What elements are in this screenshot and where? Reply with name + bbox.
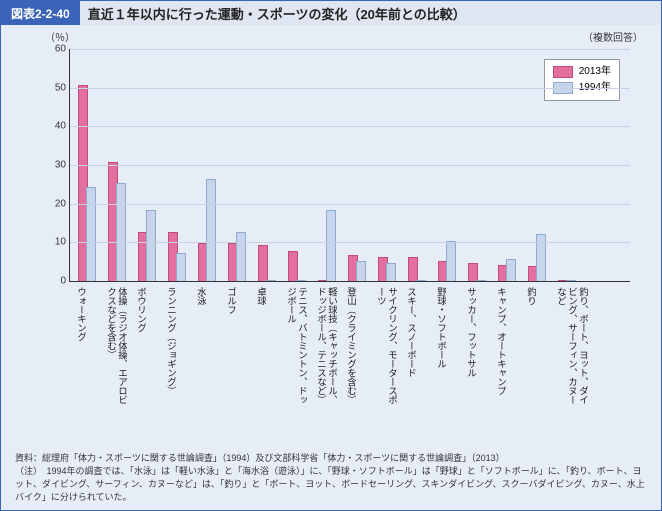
- source-line: 資料：総理府「体力・スポーツに関する世論調査」（1994）及び文部科学省「体力・…: [15, 452, 647, 465]
- gridline: [70, 49, 630, 50]
- gridline: [70, 126, 630, 127]
- bar: [446, 241, 456, 281]
- x-tick-label: テニス、バトミントン、ドッジボール: [285, 287, 307, 407]
- chart-body: （％） （複数回答） 2013年1994年 0102030405060 ウォーキ…: [1, 25, 661, 510]
- x-tick-label: 卓球: [255, 287, 266, 305]
- y-tick-label: 60: [55, 44, 70, 55]
- y-tick-label: 0: [60, 276, 70, 287]
- x-tick-label: ボウリング: [135, 287, 146, 332]
- bar: [206, 179, 216, 281]
- x-tick-label: キャンプ、オートキャンプ: [495, 287, 506, 395]
- x-tick-label: 軽い球技（キャッチボール、ドッジボール、テニスなど）: [315, 287, 337, 407]
- x-tick-label: ゴルフ: [225, 287, 236, 314]
- bar: [258, 245, 268, 281]
- figure-footer: 資料：総理府「体力・スポーツに関する世論調査」（1994）及び文部科学省「体力・…: [15, 452, 647, 504]
- x-tick-label: 野球・ソフトボール: [435, 287, 446, 368]
- bar: [116, 183, 126, 281]
- bar: [288, 251, 298, 281]
- bar: [236, 232, 246, 281]
- bar: [506, 259, 516, 281]
- bar: [266, 280, 276, 281]
- x-tick-label: スキー、スノーボード: [405, 287, 416, 377]
- bar-chart: 2013年1994年 0102030405060 ウォーキング 体操（ラジオ体操、…: [15, 31, 649, 411]
- figure-header: 図表2-2-40 直近１年以内に行った運動・スポーツの変化（20年前との比較）: [1, 1, 661, 25]
- gridline: [70, 88, 630, 89]
- figure-title: 直近１年以内に行った運動・スポーツの変化（20年前との比較）: [80, 1, 474, 25]
- bar: [146, 210, 156, 281]
- bar: [386, 263, 396, 281]
- gridline: [70, 204, 630, 205]
- gridline: [70, 165, 630, 166]
- y-tick-label: 50: [55, 82, 70, 93]
- note-line: （注） 1994年の調査では、「水泳」は「軽い水泳」と「海水浴（遊泳）」に、「野…: [15, 465, 647, 504]
- x-tick-label: ウォーキング: [75, 287, 86, 341]
- plot-area: 2013年1994年 0102030405060: [69, 49, 630, 282]
- x-tick-label: ランニング（ジョギング）: [165, 287, 176, 395]
- x-tick-label: 体操（ラジオ体操、エアロビクスなどを含む）: [105, 287, 127, 407]
- figure-tag: 図表2-2-40: [1, 1, 80, 25]
- y-tick-label: 10: [55, 237, 70, 248]
- x-tick-label: 水泳: [195, 287, 206, 305]
- bar: [356, 261, 366, 281]
- gridline: [70, 242, 630, 243]
- x-tick-label: 釣り、ボート、ヨット、ダイビング、サーフィン、カヌーなど: [555, 287, 588, 407]
- bar: [296, 280, 306, 281]
- x-tick-label: 登山（クライミングを含む）: [345, 287, 356, 404]
- x-tick-label: サイクリング、モータースポーツ: [375, 287, 397, 407]
- bar: [416, 280, 426, 281]
- x-tick-label: 釣り: [525, 287, 536, 305]
- bar: [326, 210, 336, 281]
- bar: [86, 187, 96, 281]
- y-tick-label: 20: [55, 198, 70, 209]
- bar: [468, 263, 478, 281]
- bar: [566, 280, 576, 281]
- x-tick-label: サッカー、フットサル: [465, 287, 476, 377]
- y-tick-label: 40: [55, 121, 70, 132]
- y-tick-label: 30: [55, 160, 70, 171]
- bar: [476, 280, 486, 281]
- bar: [408, 257, 418, 281]
- bar: [536, 234, 546, 281]
- bar: [176, 253, 186, 281]
